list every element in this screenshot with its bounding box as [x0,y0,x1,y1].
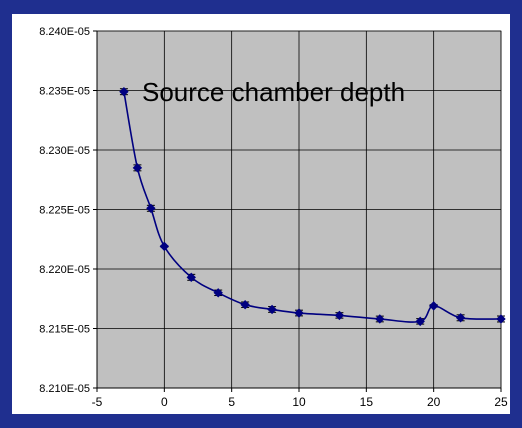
data-point [240,299,250,310]
data-point [415,316,425,327]
data-point [213,288,223,298]
x-tick-label: -5 [92,395,103,409]
y-tick-label: 8.220E-05 [39,264,90,276]
x-tick-label: 25 [494,395,508,409]
data-point [119,86,129,97]
y-tick-label: 8.225E-05 [39,205,90,217]
data-point [146,203,156,214]
x-tick-label: 5 [228,395,235,409]
data-point [186,272,196,283]
x-tick-label: 15 [360,395,374,409]
data-point [455,313,466,323]
x-tick-label: 10 [292,395,306,409]
data-point [334,310,345,321]
chart-title: Source chamber depth [142,77,405,107]
data-point [267,304,277,315]
y-tick-label: 8.230E-05 [39,145,90,157]
data-point [496,314,506,324]
y-tick-label: 8.235E-05 [39,86,90,98]
data-point [428,301,439,311]
y-tick-label: 8.210E-05 [39,383,90,395]
x-tick-label: 0 [161,395,168,409]
data-point [375,314,385,324]
x-tick-label: 20 [427,395,441,409]
y-tick-label: 8.215E-05 [39,324,90,336]
line-chart: 8.210E-05 8.215E-05 8.220E-05 8.225E-05 8.23… [39,26,508,409]
chart-panel: 8.210E-05 8.215E-05 8.220E-05 8.225E-05 8.23… [12,14,510,414]
data-point [294,308,304,318]
y-tick-label: 8.240E-05 [39,26,90,38]
data-point [159,241,170,252]
data-point [132,163,143,173]
